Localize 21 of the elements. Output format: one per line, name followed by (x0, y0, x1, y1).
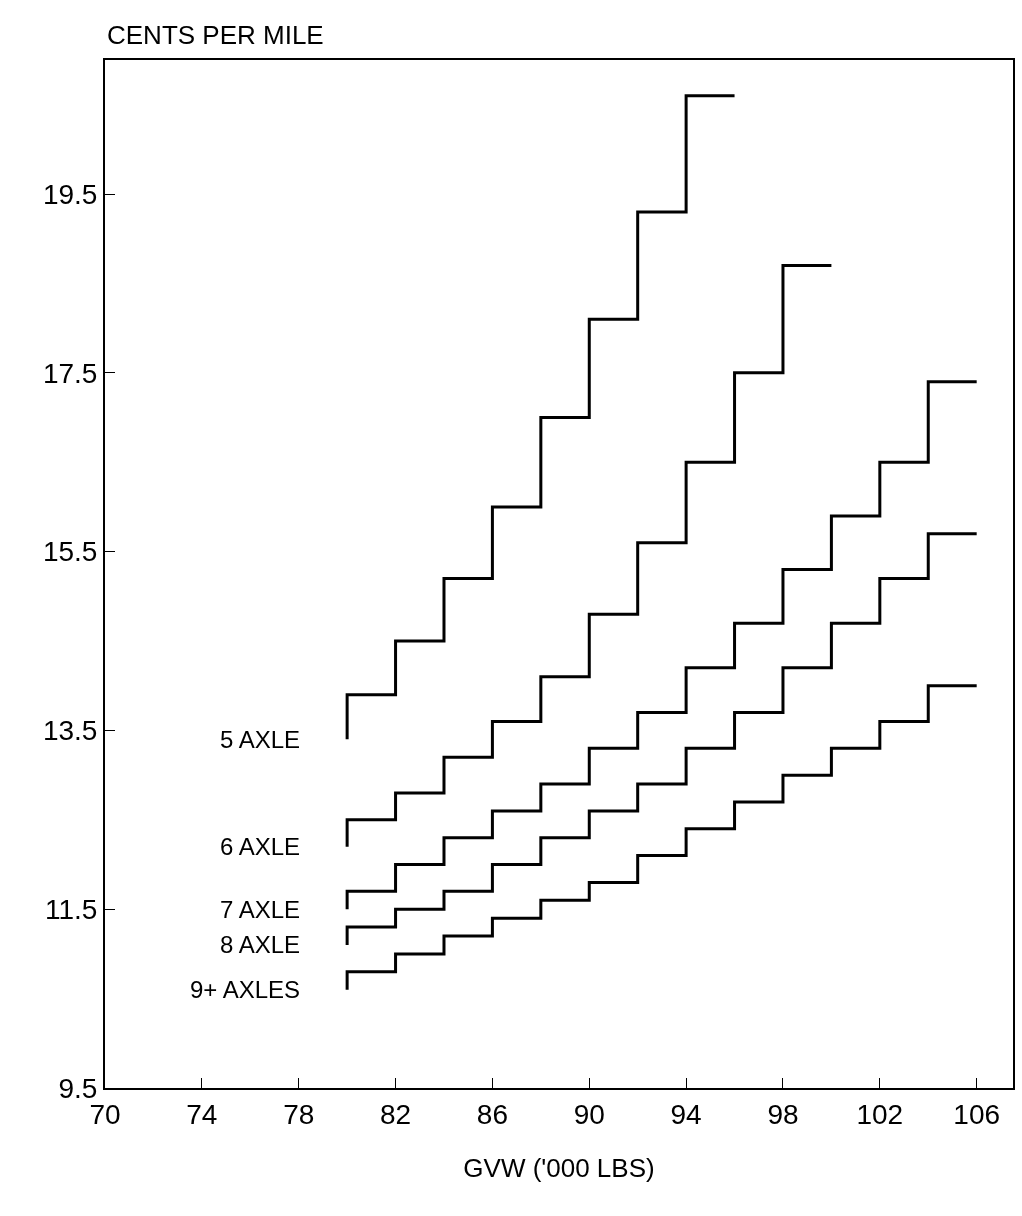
x-tick-label: 102 (856, 1098, 904, 1130)
series-label: 9+ AXLES (190, 976, 301, 1003)
x-tick-label: 94 (670, 1098, 702, 1130)
series-label: 6 AXLE (220, 833, 301, 860)
y-tick-label: 19.5 (42, 178, 98, 210)
y-tick-label: 13.5 (42, 715, 98, 747)
x-tick-label: 78 (283, 1098, 315, 1130)
series-label: 7 AXLE (220, 896, 301, 923)
series-label: 8 AXLE (220, 931, 301, 958)
x-tick-label: 82 (379, 1098, 412, 1130)
x-tick-label: 74 (186, 1098, 218, 1130)
y-tick-label: 15.5 (42, 536, 98, 568)
x-axis-title: GVW ('000 LBS) (463, 1152, 655, 1183)
x-tick-label: 90 (573, 1098, 605, 1130)
x-tick-label: 106 (953, 1098, 1001, 1130)
x-tick-label: 98 (767, 1098, 799, 1130)
series-label: 5 AXLE (220, 726, 301, 753)
x-tick-label: 86 (476, 1098, 508, 1130)
y-axis-title: CENTS PER MILE (107, 20, 324, 50)
y-tick-label: 11.5 (44, 894, 98, 926)
y-tick-label: 17.5 (42, 357, 98, 389)
